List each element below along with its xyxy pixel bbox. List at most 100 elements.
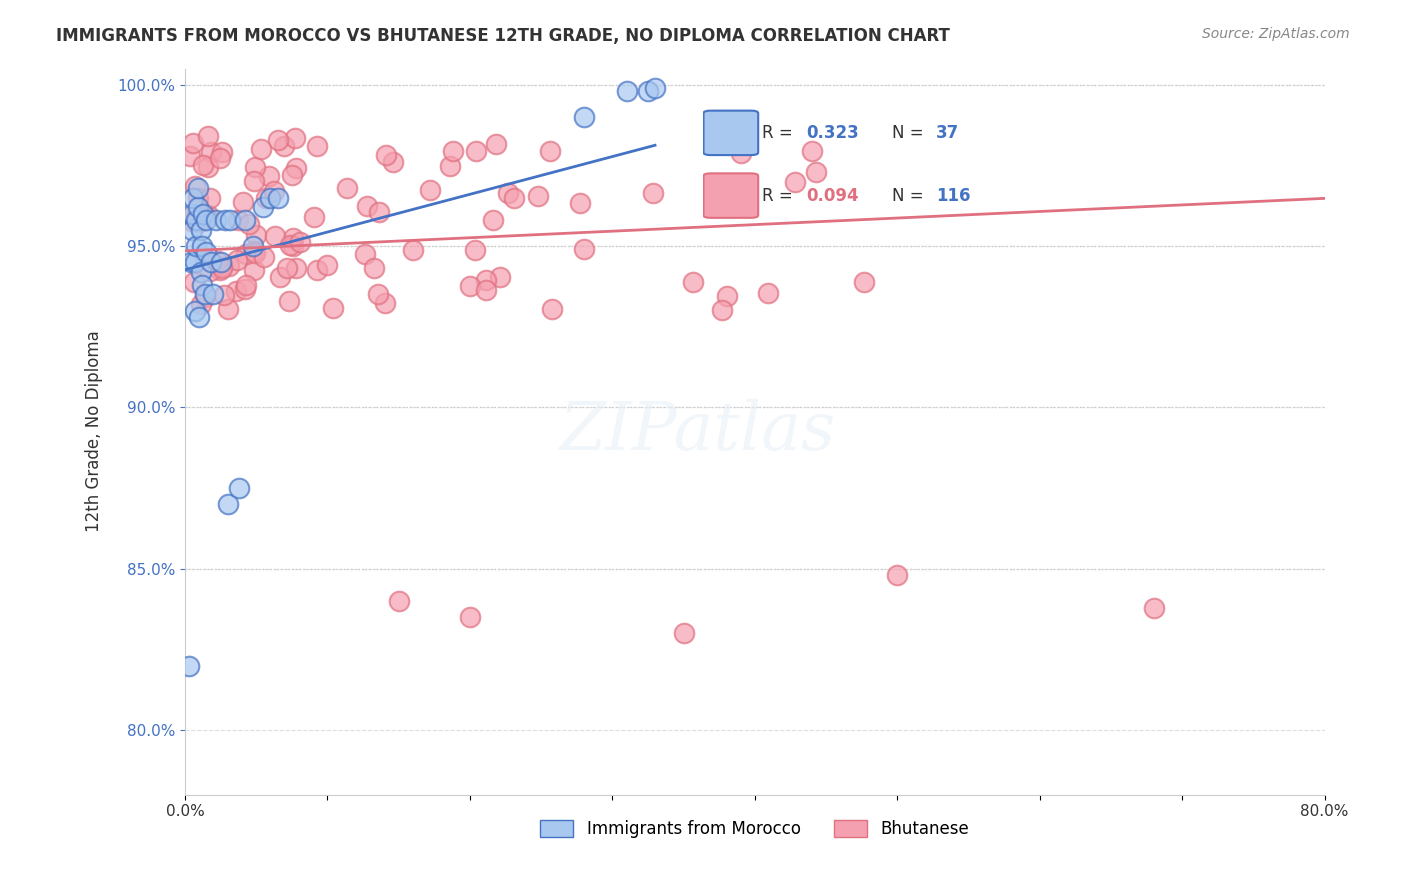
Point bbox=[200, 255, 222, 269]
Point bbox=[257, 169, 280, 184]
Point bbox=[290, 235, 312, 249]
Point bbox=[804, 165, 827, 179]
Point bbox=[183, 191, 205, 205]
Point bbox=[211, 259, 233, 273]
Point bbox=[322, 301, 344, 315]
Point bbox=[304, 210, 326, 224]
Point bbox=[243, 160, 266, 174]
Point bbox=[502, 191, 524, 205]
Point bbox=[756, 285, 779, 300]
Point bbox=[214, 213, 236, 227]
Point bbox=[245, 227, 267, 242]
Point bbox=[197, 208, 219, 222]
Point bbox=[305, 139, 328, 153]
Point bbox=[353, 246, 375, 260]
Point bbox=[266, 191, 288, 205]
Point bbox=[190, 297, 212, 311]
Point bbox=[485, 137, 508, 152]
Point bbox=[183, 275, 205, 289]
Point bbox=[184, 255, 207, 269]
Point bbox=[277, 294, 299, 309]
Point bbox=[217, 497, 239, 511]
Point bbox=[205, 213, 228, 227]
Point bbox=[200, 145, 222, 160]
Point bbox=[217, 302, 239, 317]
Point bbox=[235, 247, 257, 261]
Point bbox=[363, 260, 385, 275]
Point bbox=[419, 183, 441, 197]
Point bbox=[181, 223, 204, 237]
Point bbox=[188, 310, 211, 324]
Point bbox=[284, 131, 307, 145]
Point bbox=[263, 184, 285, 198]
Point bbox=[191, 239, 214, 253]
Point bbox=[439, 159, 461, 173]
Point bbox=[243, 263, 266, 277]
Point bbox=[242, 239, 264, 253]
Point bbox=[374, 148, 396, 162]
Point bbox=[186, 213, 208, 227]
Point bbox=[269, 270, 291, 285]
Point bbox=[1143, 600, 1166, 615]
Point bbox=[202, 287, 225, 301]
Point bbox=[464, 243, 486, 257]
Point bbox=[250, 142, 273, 156]
Point bbox=[228, 481, 250, 495]
Point bbox=[219, 213, 242, 227]
Point bbox=[644, 81, 666, 95]
Point bbox=[195, 213, 218, 227]
Point bbox=[264, 229, 287, 244]
Point bbox=[284, 260, 307, 275]
Point bbox=[541, 301, 564, 316]
Point bbox=[785, 175, 807, 189]
Point bbox=[184, 303, 207, 318]
Point bbox=[233, 282, 256, 296]
Point bbox=[281, 169, 304, 183]
Point bbox=[730, 146, 752, 161]
Point bbox=[886, 568, 908, 582]
Point bbox=[198, 264, 221, 278]
Point bbox=[672, 626, 695, 640]
Point bbox=[253, 250, 276, 264]
Point bbox=[256, 191, 278, 205]
Point bbox=[388, 594, 411, 608]
Point bbox=[242, 244, 264, 258]
Point bbox=[245, 246, 267, 260]
Point bbox=[179, 149, 201, 163]
Point bbox=[374, 296, 396, 310]
Point bbox=[218, 260, 240, 274]
Point bbox=[464, 145, 486, 159]
Point bbox=[496, 186, 519, 201]
Point bbox=[458, 610, 481, 624]
Point bbox=[193, 158, 215, 172]
Point bbox=[181, 209, 204, 223]
Point bbox=[186, 239, 208, 253]
Point bbox=[195, 245, 218, 260]
Point bbox=[801, 145, 824, 159]
Point bbox=[527, 189, 550, 203]
Point bbox=[475, 272, 498, 286]
Point bbox=[197, 128, 219, 143]
Point bbox=[572, 242, 595, 256]
Point bbox=[283, 239, 305, 253]
Point bbox=[232, 195, 254, 210]
Point bbox=[273, 138, 295, 153]
Point bbox=[259, 191, 281, 205]
Point bbox=[180, 214, 202, 228]
Point bbox=[228, 213, 250, 227]
Point bbox=[716, 288, 738, 302]
Point bbox=[187, 181, 209, 195]
Point bbox=[482, 212, 505, 227]
Point bbox=[225, 253, 247, 268]
Point bbox=[179, 658, 201, 673]
Point bbox=[276, 261, 298, 276]
Point bbox=[641, 186, 664, 200]
Point bbox=[616, 84, 638, 98]
Point bbox=[278, 238, 301, 252]
Point bbox=[568, 196, 591, 211]
Point bbox=[458, 279, 481, 293]
Point bbox=[193, 207, 215, 221]
Point bbox=[488, 270, 510, 285]
Point bbox=[316, 258, 339, 272]
Point bbox=[336, 181, 359, 195]
